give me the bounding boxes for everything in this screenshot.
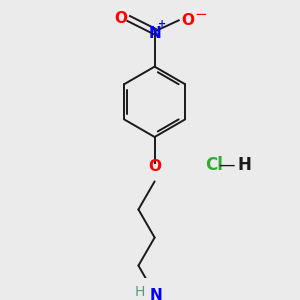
Text: +: + (158, 19, 166, 29)
Text: O: O (182, 13, 194, 28)
Text: —: — (218, 156, 235, 174)
Text: H: H (135, 285, 145, 299)
Text: −: − (194, 7, 207, 22)
Text: N: N (148, 26, 161, 41)
Text: Cl: Cl (206, 156, 224, 174)
Text: O: O (114, 11, 127, 26)
Text: O: O (148, 159, 161, 174)
Text: H: H (237, 156, 251, 174)
Text: N: N (150, 288, 163, 300)
